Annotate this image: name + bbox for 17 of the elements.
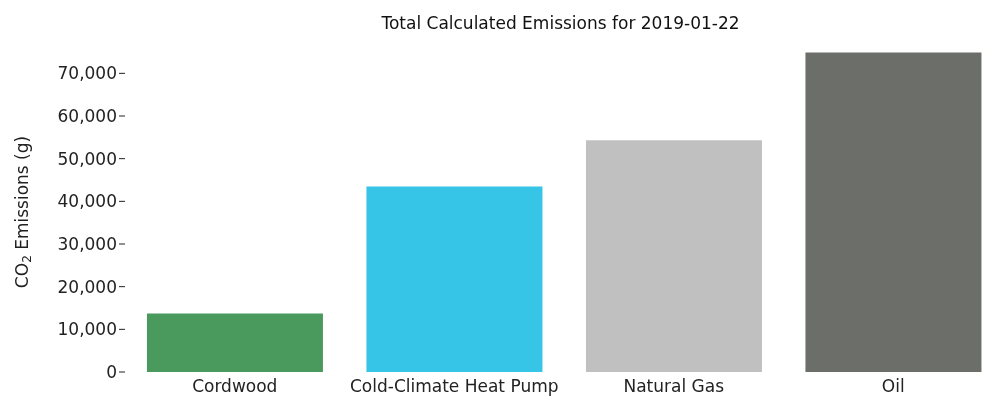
x-tick-label: Cordwood <box>192 376 278 397</box>
chart-title: Total Calculated Emissions for 2019-01-22 <box>380 12 741 35</box>
y-tick-label: 70,000 <box>57 63 117 84</box>
bar <box>585 140 762 372</box>
x-tick-label: Oil <box>881 376 905 397</box>
x-tick-label: Natural Gas <box>623 376 725 397</box>
bar <box>146 313 323 372</box>
y-tick-label: 0 <box>106 362 117 383</box>
bar <box>805 52 982 372</box>
y-tick-label: 20,000 <box>57 276 117 297</box>
y-tick-label: 50,000 <box>57 148 117 169</box>
bar <box>366 186 543 372</box>
y-tick-label: 10,000 <box>57 319 117 340</box>
x-tick-label: Cold-Climate Heat Pump <box>349 376 559 397</box>
y-tick-label: 40,000 <box>57 191 117 212</box>
y-tick-label: 60,000 <box>57 106 117 127</box>
y-tick-label: 30,000 <box>57 234 117 255</box>
